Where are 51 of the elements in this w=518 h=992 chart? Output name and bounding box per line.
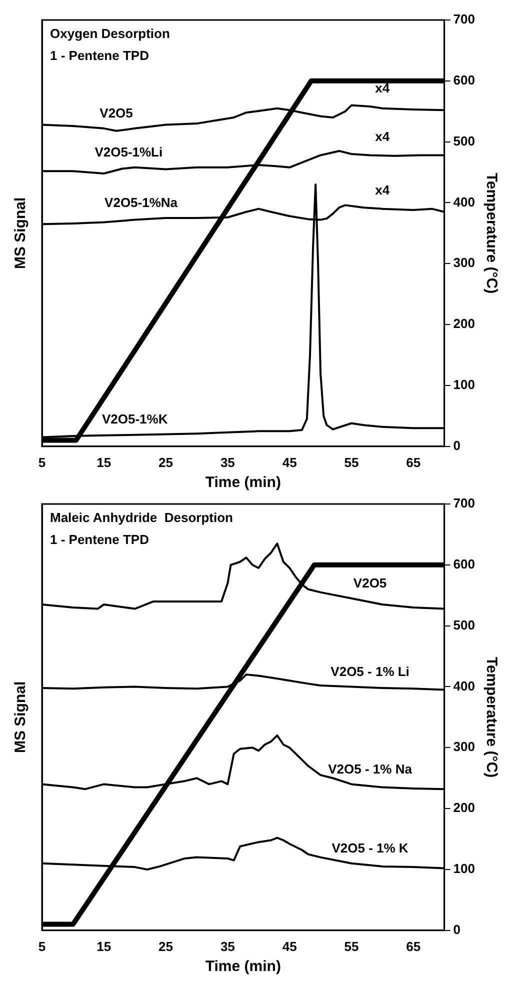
series-label: V2O5 — [100, 106, 133, 121]
y2-tick-label: 100 — [453, 861, 476, 876]
series-label: V2O5 — [353, 575, 387, 590]
x-tick-label: 65 — [406, 938, 421, 954]
x-tick-label: 5 — [38, 454, 46, 470]
x-tick-label: 55 — [344, 938, 359, 954]
y2-tick-label: 100 — [453, 377, 476, 392]
series-label: V2O5-1%K — [102, 411, 168, 426]
y2-tick-label: 700 — [453, 496, 476, 511]
x-tick-label: 65 — [406, 454, 421, 470]
x-tick-label: 15 — [96, 938, 112, 954]
y-axis-title: MS Signal — [12, 681, 30, 754]
y2-tick-label: 300 — [453, 255, 476, 270]
series-label: V2O5-1%Li — [94, 144, 163, 160]
y2-tick-label: 0 — [453, 438, 461, 453]
y2-tick-label: 500 — [453, 133, 476, 148]
x-tick-label: 25 — [158, 454, 174, 470]
x-tick-label: 45 — [282, 938, 297, 954]
x-tick-label: 35 — [220, 454, 235, 470]
x-axis-title: Time (min) — [205, 958, 281, 976]
x-tick-label: 25 — [158, 938, 174, 954]
series-label: V2O5-1%Na — [104, 195, 178, 210]
annotation: x4 — [375, 129, 390, 144]
y2-tick-label: 200 — [453, 316, 476, 332]
y2-tick-label: 400 — [453, 678, 476, 694]
y-axis-title: MS Signal — [12, 197, 30, 270]
y2-axis-title: Temperature (°C) — [482, 172, 500, 294]
x-tick-label: 35 — [220, 938, 235, 954]
y2-tick-label: 700 — [453, 12, 476, 27]
y2-tick-label: 0 — [453, 922, 461, 937]
x-tick-label: 55 — [344, 454, 359, 470]
y2-axis-title: Temperature (°C) — [482, 656, 500, 778]
series-label: V2O5 - 1% Li — [330, 664, 410, 679]
x-tick-label: 45 — [282, 454, 297, 470]
y2-tick-label: 500 — [453, 617, 476, 632]
y2-tick-label: 200 — [453, 800, 476, 816]
y2-tick-label: 600 — [453, 72, 476, 88]
x-axis-title: Time (min) — [205, 474, 281, 492]
x-tick-label: 5 — [38, 938, 46, 954]
y2-tick-label: 300 — [453, 739, 476, 754]
text: Oxygen Desorption — [50, 26, 170, 42]
annotation: x4 — [375, 80, 390, 96]
text: Maleic Anhydride Desorption — [50, 510, 234, 526]
y2-tick-label: 600 — [453, 556, 476, 572]
series-label: V2O5 - 1% Na — [328, 761, 413, 776]
text: 1 - Pentene TPD — [50, 48, 149, 64]
y2-tick-label: 400 — [453, 194, 476, 210]
series-label: V2O5 - 1% K — [332, 840, 409, 856]
annotation: x4 — [375, 182, 390, 198]
text: 1 - Pentene TPD — [50, 532, 149, 548]
x-tick-label: 15 — [96, 454, 112, 470]
